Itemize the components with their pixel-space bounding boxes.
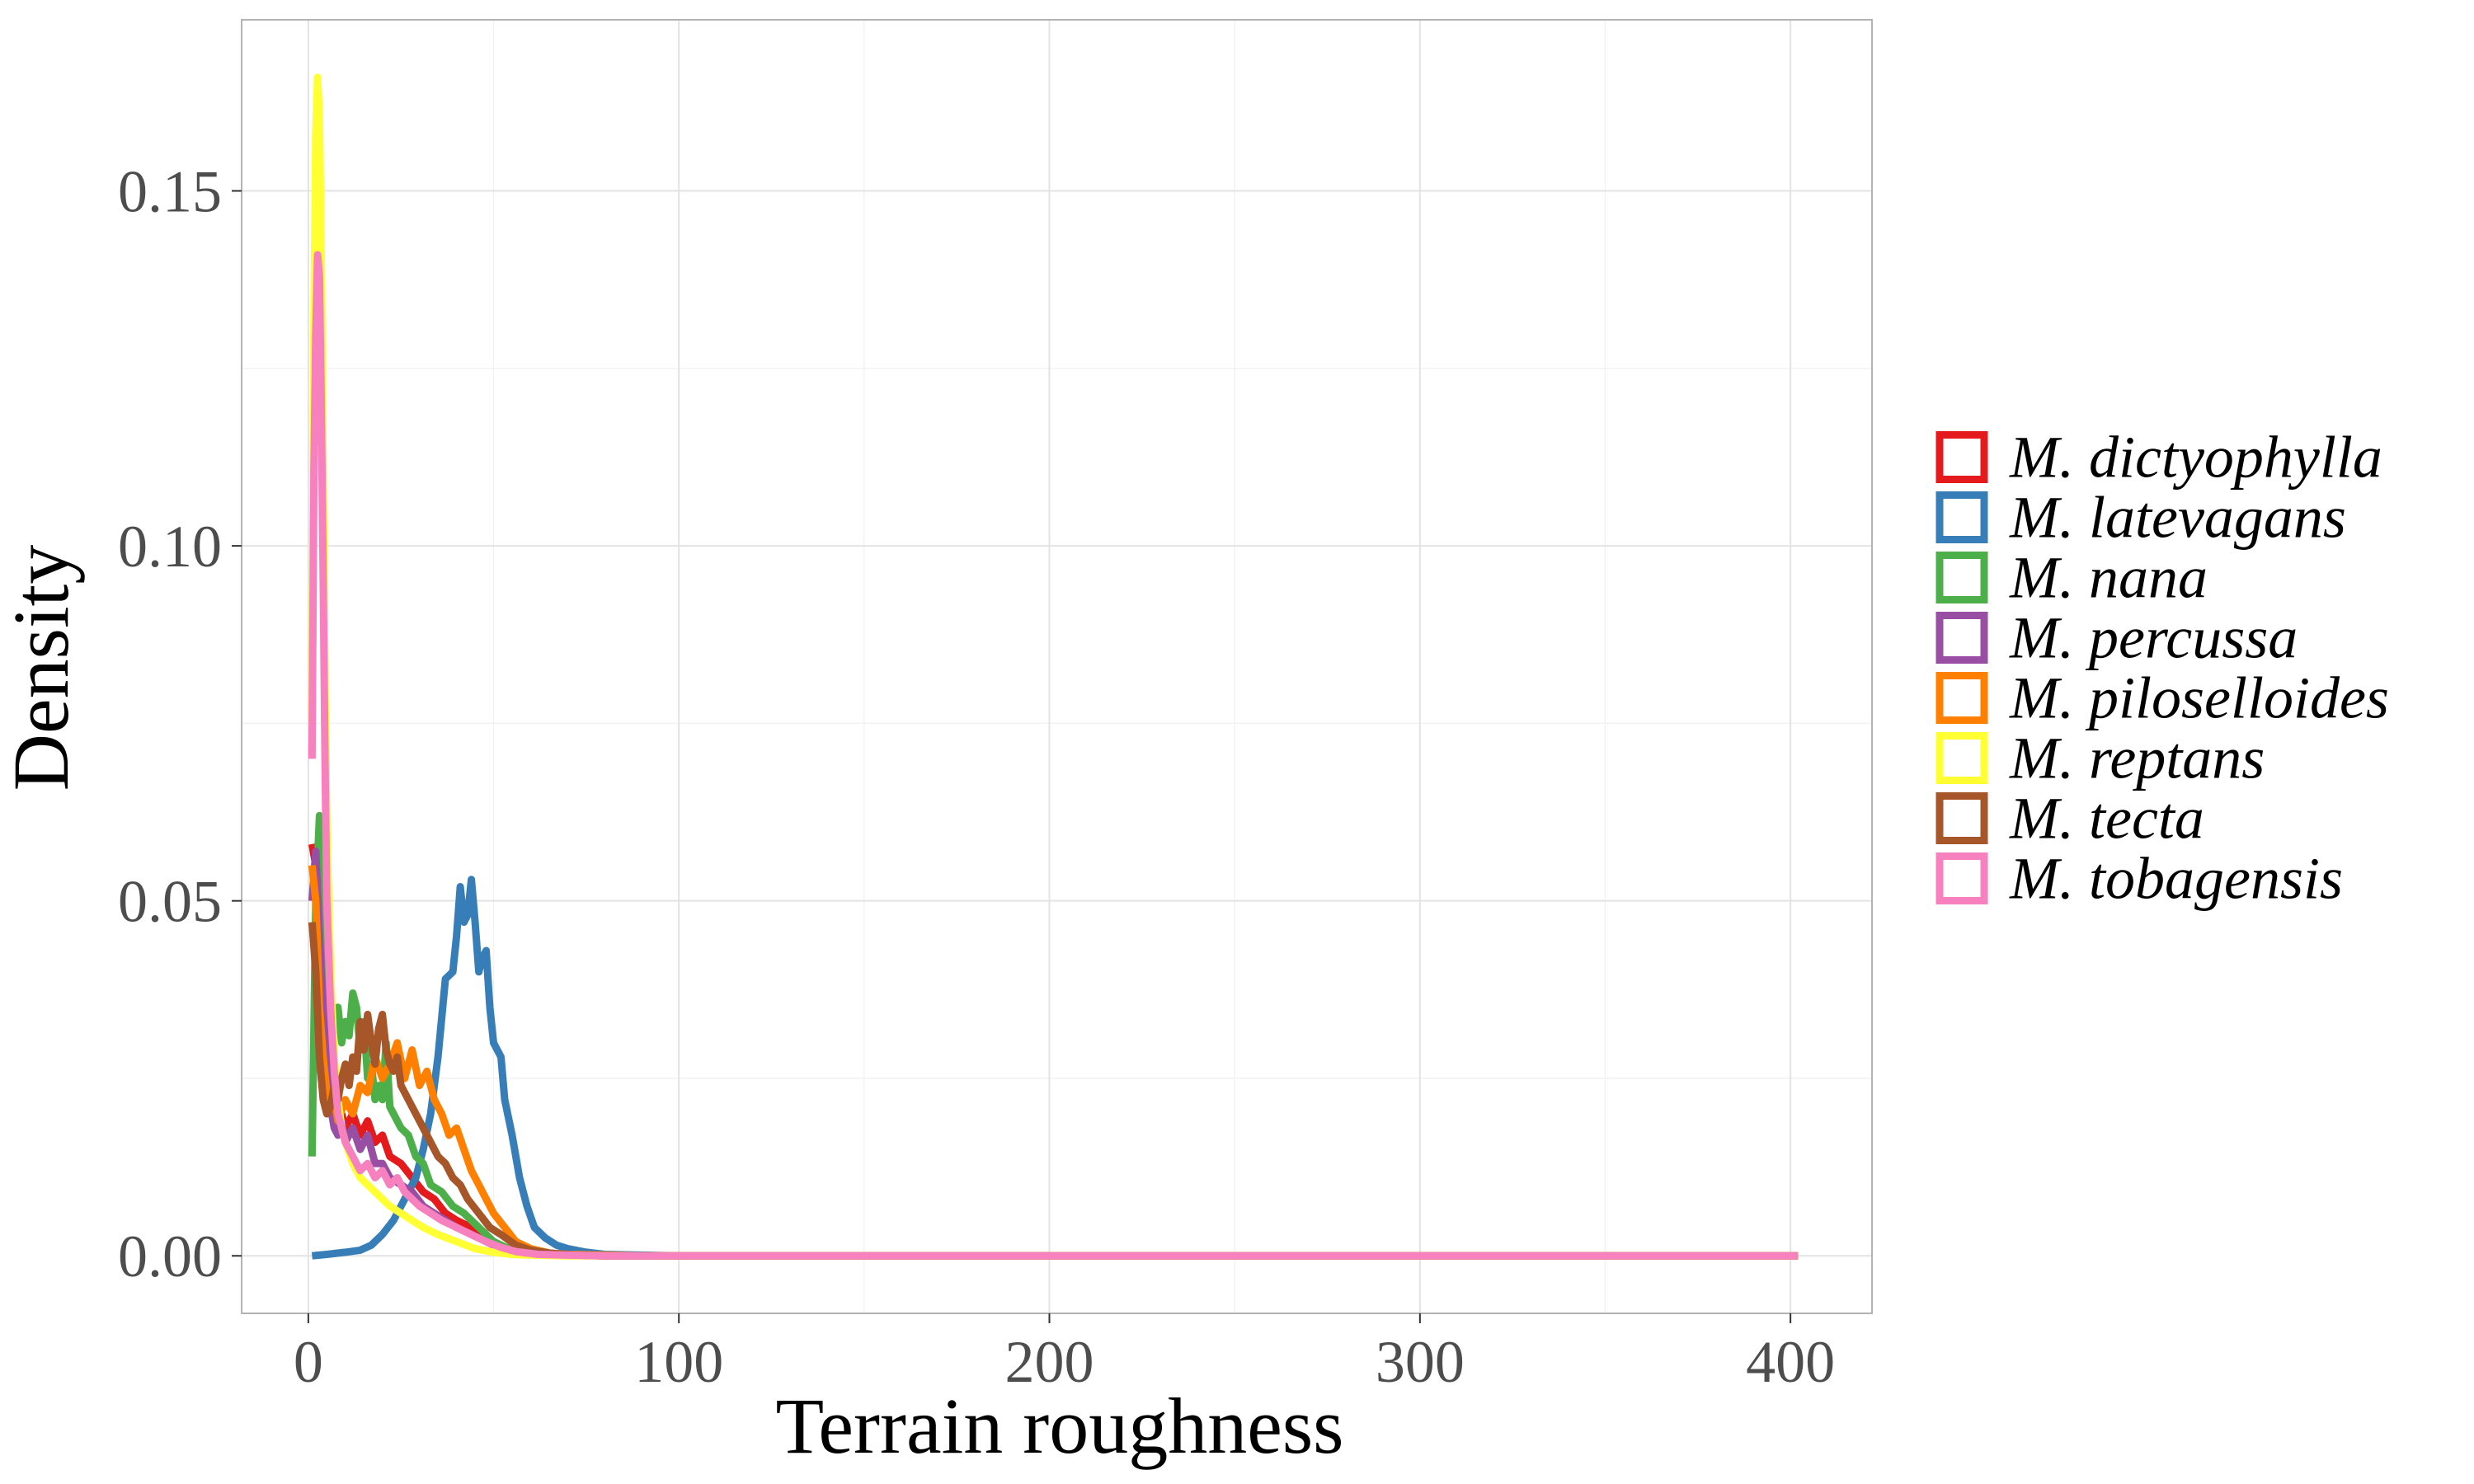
y-tick-label: 0.15 [118, 159, 222, 225]
series-line-m-tecta [308, 922, 1799, 1260]
series-line-m-latevagans [311, 876, 1799, 1260]
x-tick-label: 300 [1376, 1329, 1465, 1395]
x-tick-label: 0 [294, 1329, 323, 1395]
y-tick-labels: 0.00 0.05 0.10 0.15 [118, 159, 222, 1290]
x-tick-label: 100 [634, 1329, 723, 1395]
y-axis-title: Density [0, 545, 85, 791]
x-tick-label: 200 [1005, 1329, 1094, 1395]
legend-key [1935, 491, 1988, 543]
legend-label: M. reptans [2009, 726, 2265, 791]
x-tick-labels: 0 100 200 300 400 [294, 1329, 1835, 1395]
axis-ticks [232, 190, 1792, 1323]
legend-label: M. tobagensis [2009, 846, 2343, 912]
legend-key [1935, 672, 1988, 724]
panel-border [241, 19, 1873, 1314]
legend-label: M. piloselloides [2009, 665, 2389, 731]
legend-label: M. nana [2009, 545, 2208, 611]
x-axis-title: Terrain roughness [775, 1382, 1343, 1470]
y-tick-label: 0.00 [118, 1223, 222, 1289]
y-tick-label: 0.10 [118, 514, 222, 580]
x-tick-label: 400 [1746, 1329, 1835, 1395]
y-tick-label: 0.05 [118, 869, 222, 935]
legend-label: M. percussa [2009, 605, 2298, 671]
legend-label: M. latevagans [2009, 485, 2346, 551]
legend-label: M. dictyophylla [2009, 425, 2382, 491]
legend-key [1935, 552, 1988, 603]
legend-key [1935, 732, 1988, 784]
legend-key [1935, 852, 1988, 904]
grid-minor [242, 20, 1872, 1313]
series-line-m-tobagensis [308, 251, 1799, 1260]
legend-key [1935, 431, 1988, 483]
grid-major [242, 20, 1872, 1313]
legend-key [1935, 792, 1988, 844]
legend-key [1935, 612, 1988, 664]
series-lines [308, 73, 1799, 1260]
legend-label: M. tecta [2009, 786, 2204, 852]
